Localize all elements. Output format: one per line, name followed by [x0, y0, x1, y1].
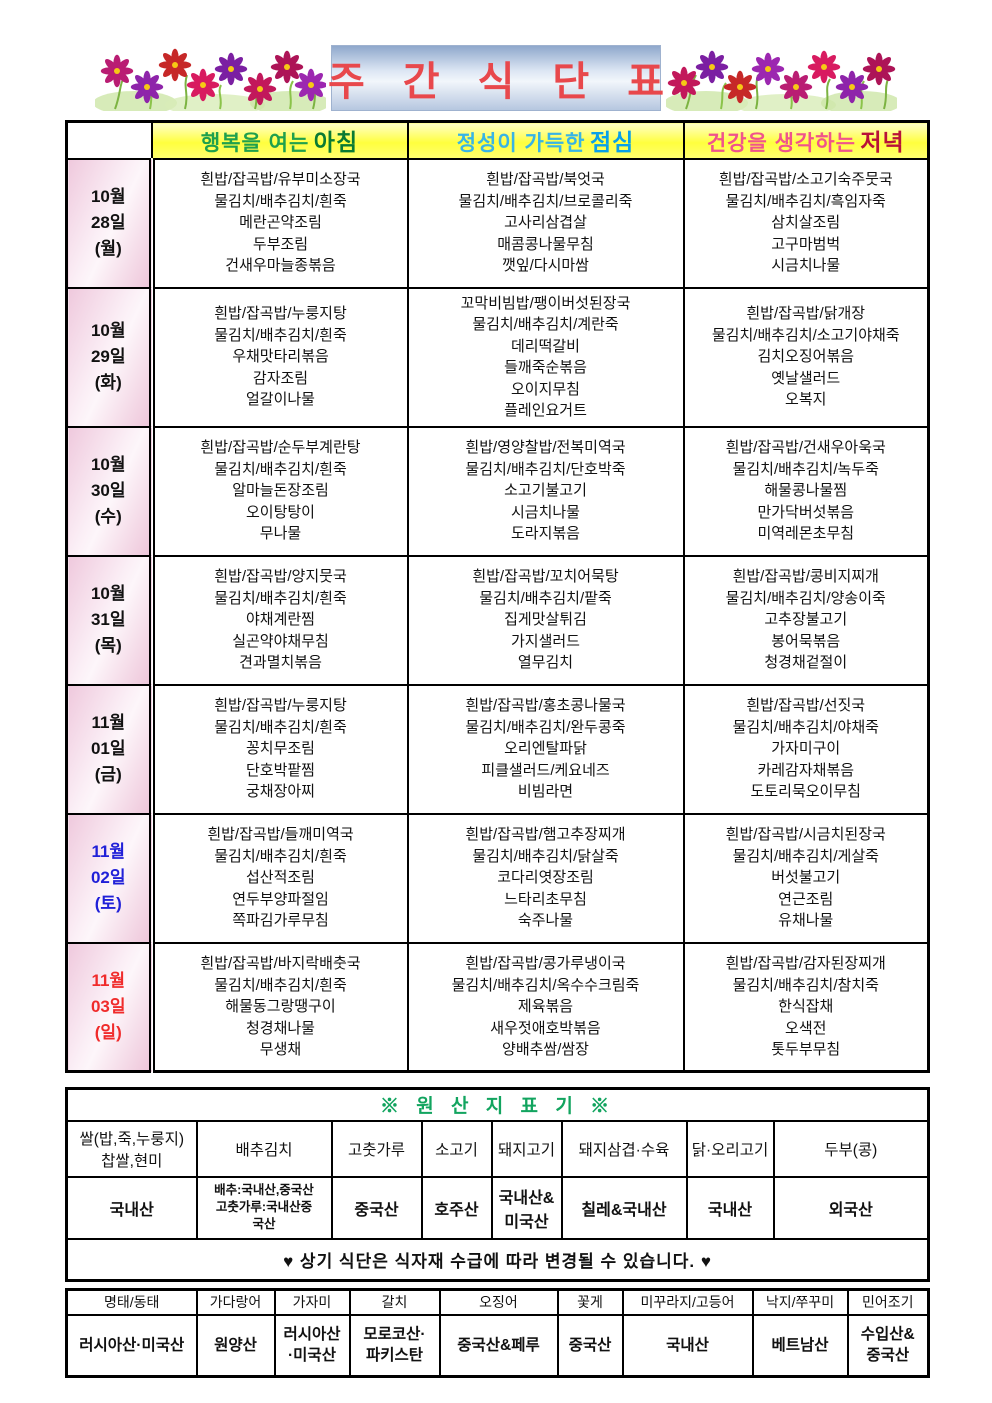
- origin-header: 가다랑어: [195, 1288, 276, 1316]
- weekly-menu-table: 행복을 여는 아침 정성이 가득한 점심 건강을 생각하는 저녁 10월 28일…: [65, 120, 930, 1073]
- origin-header: 소고기: [420, 1119, 493, 1178]
- lunch-header-label: 점심: [589, 129, 635, 156]
- origin-value: 호주산: [420, 1175, 493, 1240]
- origin-title-row: ※ 원 산 지 표 기 ※: [65, 1087, 930, 1122]
- day-row: 10월 31일 (목) 흰밥/잡곡밥/양지뭇국 물김치/배추김치/흰죽 야채계란…: [65, 554, 930, 686]
- origin-header: 꽃게: [556, 1288, 624, 1316]
- breakfast-cell: 흰밥/잡곡밥/순두부계란탕 물김치/배추김치/흰죽 알마늘돈장조림 오이탕탕이 …: [148, 425, 409, 557]
- origin-header: 돼지삼겹·수육: [560, 1119, 688, 1178]
- date-cell: 11월 02일 (토): [65, 812, 153, 944]
- origin-value: 국내산: [621, 1313, 754, 1378]
- day-row: 11월 02일 (토) 흰밥/잡곡밥/들깨미역국 물김치/배추김치/흰죽 섭산적…: [65, 812, 930, 944]
- dinner-cell: 흰밥/잡곡밥/닭개장 물김치/배추김치/소고기야채죽 김치오징어볶음 옛날샐러드…: [682, 286, 930, 428]
- origin-header: 배추김치: [195, 1119, 333, 1178]
- day-row: 10월 29일 (화) 흰밥/잡곡밥/누룽지탕 물김치/배추김치/흰죽 우채맛타…: [65, 286, 930, 428]
- day-row: 10월 30일 (수) 흰밥/잡곡밥/순두부계란탕 물김치/배추김치/흰죽 알마…: [65, 425, 930, 557]
- origin-title: ※ 원 산 지 표 기 ※: [65, 1087, 930, 1122]
- origin-value-row: 국내산 배추:국내산,중국산 고춧가루:국내산중 국산 중국산 호주산 국내산&…: [65, 1175, 930, 1240]
- origin-value: 국내산: [685, 1175, 775, 1240]
- dinner-header: 건강을 생각하는 저녁: [682, 120, 930, 160]
- dinner-header-prefix: 건강을 생각하는: [706, 132, 856, 156]
- origin-value: 모로코산· 파키스탄: [348, 1313, 441, 1378]
- seafood-value-row: 러시아산·미국산 원양산 러시아산 ·미국산 모로코산· 파키스탄 중국산&페루…: [65, 1313, 930, 1378]
- dinner-header-label: 저녁: [860, 129, 905, 156]
- origin-table-top: ※ 원 산 지 표 기 ※ 쌀(밥,죽,누룽지) 찹쌀,현미 배추김치 고춧가루…: [65, 1087, 931, 1282]
- day-row: 10월 28일 (월) 흰밥/잡곡밥/유부미소장국 물김치/배추김치/흰죽 메란…: [65, 157, 930, 289]
- origin-header: 닭·오리고기: [685, 1119, 775, 1178]
- origin-value: 중국산: [556, 1313, 624, 1378]
- dinner-cell: 흰밥/잡곡밥/감자된장찌개 물김치/배추김치/참치죽 한식잡채 오색전 톳두부무…: [682, 941, 930, 1073]
- origin-table-bottom: 명태/동태 가다랑어 가자미 갈치 오징어 꽃게 미꾸라지/고등어 낙지/쭈꾸미…: [65, 1288, 930, 1378]
- origin-header: 명태/동태: [65, 1288, 198, 1316]
- page-title: 주 간 식 단 표: [328, 45, 664, 111]
- notice-row: ♥ 상기 식단은 식자재 수급에 따라 변경될 수 있습니다. ♥: [65, 1237, 930, 1282]
- origin-header: 돼지고기: [490, 1119, 563, 1178]
- breakfast-header-label: 아침: [313, 129, 359, 156]
- date-cell: 11월 03일 (일): [65, 941, 153, 1073]
- origin-value: 국내산& 미국산: [490, 1175, 563, 1240]
- breakfast-cell: 흰밥/잡곡밥/유부미소장국 물김치/배추김치/흰죽 메란곤약조림 두부조림 건새…: [148, 157, 409, 289]
- lunch-cell: 흰밥/잡곡밥/꼬치어묵탕 물김치/배추김치/팥죽 집게맛살튀김 가지샐러드 열무…: [406, 554, 685, 686]
- menu-header-row: 행복을 여는 아침 정성이 가득한 점심 건강을 생각하는 저녁: [65, 120, 930, 160]
- origin-value: 수입산& 중국산: [846, 1313, 930, 1378]
- origin-header: 갈치: [348, 1288, 441, 1316]
- origin-header: 가자미: [273, 1288, 351, 1316]
- breakfast-cell: 흰밥/잡곡밥/누룽지탕 물김치/배추김치/흰죽 꽁치무조림 단호박팥찜 궁채장아…: [148, 683, 409, 815]
- corner-cell: [65, 120, 153, 160]
- dinner-cell: 흰밥/잡곡밥/건새우아욱국 물김치/배추김치/녹두죽 해물콩나물찜 만가닥버섯볶…: [682, 425, 930, 557]
- origin-header-row: 쌀(밥,죽,누룽지) 찹쌀,현미 배추김치 고춧가루 소고기 돼지고기 돼지삼겹…: [65, 1119, 930, 1178]
- lunch-cell: 흰밥/잡곡밥/콩가루냉이국 물김치/배추김치/옥수수크림죽 제육볶음 새우젓애호…: [406, 941, 685, 1073]
- lunch-cell: 꼬막비빔밥/팽이버섯된장국 물김치/배추김치/계란죽 데리떡갈비 들깨죽순볶음 …: [406, 286, 685, 428]
- origin-value: 러시아산 ·미국산: [273, 1313, 351, 1378]
- seafood-header-row: 명태/동태 가다랑어 가자미 갈치 오징어 꽃게 미꾸라지/고등어 낙지/쭈꾸미…: [65, 1288, 930, 1316]
- dinner-cell: 흰밥/잡곡밥/시금치된장국 물김치/배추김치/게살죽 버섯불고기 연근조림 유채…: [682, 812, 930, 944]
- origin-value: 베트남산: [751, 1313, 849, 1378]
- dinner-cell: 흰밥/잡곡밥/소고기숙주뭇국 물김치/배추김치/흑임자죽 삼치살조림 고구마범벅…: [682, 157, 930, 289]
- lunch-cell: 흰밥/잡곡밥/홍초콩나물국 물김치/배추김치/완두콩죽 오리엔탈파닭 피클샐러드…: [406, 683, 685, 815]
- origin-header: 낙지/쭈꾸미: [751, 1288, 849, 1316]
- lunch-cell: 흰밥/잡곡밥/북엇국 물김치/배추김치/브로콜리죽 고사리삼겹살 매콤콩나물무침…: [406, 157, 685, 289]
- day-row: 11월 03일 (일) 흰밥/잡곡밥/바지락배춧국 물김치/배추김치/흰죽 해물…: [65, 941, 930, 1073]
- origin-header: 고춧가루: [330, 1119, 423, 1178]
- menu-change-notice: ♥ 상기 식단은 식자재 수급에 따라 변경될 수 있습니다. ♥: [65, 1237, 930, 1282]
- dinner-cell: 흰밥/잡곡밥/선짓국 물김치/배추김치/야채죽 가자미구이 카레감자채볶음 도토…: [682, 683, 930, 815]
- date-cell: 10월 30일 (수): [65, 425, 153, 557]
- origin-section: ※ 원 산 지 표 기 ※ 쌀(밥,죽,누룽지) 찹쌀,현미 배추김치 고춧가루…: [65, 1087, 931, 1378]
- date-cell: 11월 01일 (금): [65, 683, 153, 815]
- origin-value: 칠레&국내산: [560, 1175, 688, 1240]
- date-cell: 10월 28일 (월): [65, 157, 153, 289]
- breakfast-cell: 흰밥/잡곡밥/양지뭇국 물김치/배추김치/흰죽 야채계란찜 실곤약야채무침 견과…: [148, 554, 409, 686]
- banner: 주 간 식 단 표: [0, 0, 992, 113]
- origin-value: 배추:국내산,중국산 고춧가루:국내산중 국산: [195, 1175, 333, 1240]
- origin-value: 외국산: [772, 1175, 930, 1240]
- date-cell: 10월 29일 (화): [65, 286, 153, 428]
- breakfast-cell: 흰밥/잡곡밥/들깨미역국 물김치/배추김치/흰죽 섭산적조림 연두부양파절임 쪽…: [148, 812, 409, 944]
- origin-value: 국내산: [65, 1175, 198, 1240]
- origin-value: 중국산&페루: [438, 1313, 559, 1378]
- dinner-cell: 흰밥/잡곡밥/콩비지찌개 물김치/배추김치/양송이죽 고추장불고기 봉어묵볶음 …: [682, 554, 930, 686]
- lunch-cell: 흰밥/영양찰밥/전복미역국 물김치/배추김치/단호박죽 소고기불고기 시금치나물…: [406, 425, 685, 557]
- breakfast-header: 행복을 여는 아침: [150, 120, 409, 160]
- day-row: 11월 01일 (금) 흰밥/잡곡밥/누룽지탕 물김치/배추김치/흰죽 꽁치무조…: [65, 683, 930, 815]
- origin-header: 쌀(밥,죽,누룽지) 찹쌀,현미: [65, 1119, 198, 1178]
- origin-header: 두부(콩): [772, 1119, 930, 1178]
- lunch-header: 정성이 가득한 점심: [406, 120, 685, 160]
- origin-header: 미꾸라지/고등어: [621, 1288, 754, 1316]
- flower-decoration-left: [95, 48, 326, 111]
- breakfast-header-prefix: 행복을 여는: [200, 132, 310, 156]
- lunch-header-prefix: 정성이 가득한: [456, 132, 586, 156]
- origin-header: 민어조기: [846, 1288, 930, 1316]
- page-title-text: 주 간 식 단 표: [328, 59, 678, 104]
- breakfast-cell: 흰밥/잡곡밥/누룽지탕 물김치/배추김치/흰죽 우채맛타리볶음 감자조림 얼갈이…: [148, 286, 409, 428]
- origin-value: 러시아산·미국산: [65, 1313, 198, 1378]
- origin-header: 오징어: [438, 1288, 559, 1316]
- date-cell: 10월 31일 (목): [65, 554, 153, 686]
- origin-value: 중국산: [330, 1175, 423, 1240]
- flower-decoration-right: [666, 50, 897, 111]
- lunch-cell: 흰밥/잡곡밥/햄고추장찌개 물김치/배추김치/닭살죽 코다리엿장조림 느타리초무…: [406, 812, 685, 944]
- origin-value: 원양산: [195, 1313, 276, 1378]
- breakfast-cell: 흰밥/잡곡밥/바지락배춧국 물김치/배추김치/흰죽 해물동그랑땡구이 청경채나물…: [148, 941, 409, 1073]
